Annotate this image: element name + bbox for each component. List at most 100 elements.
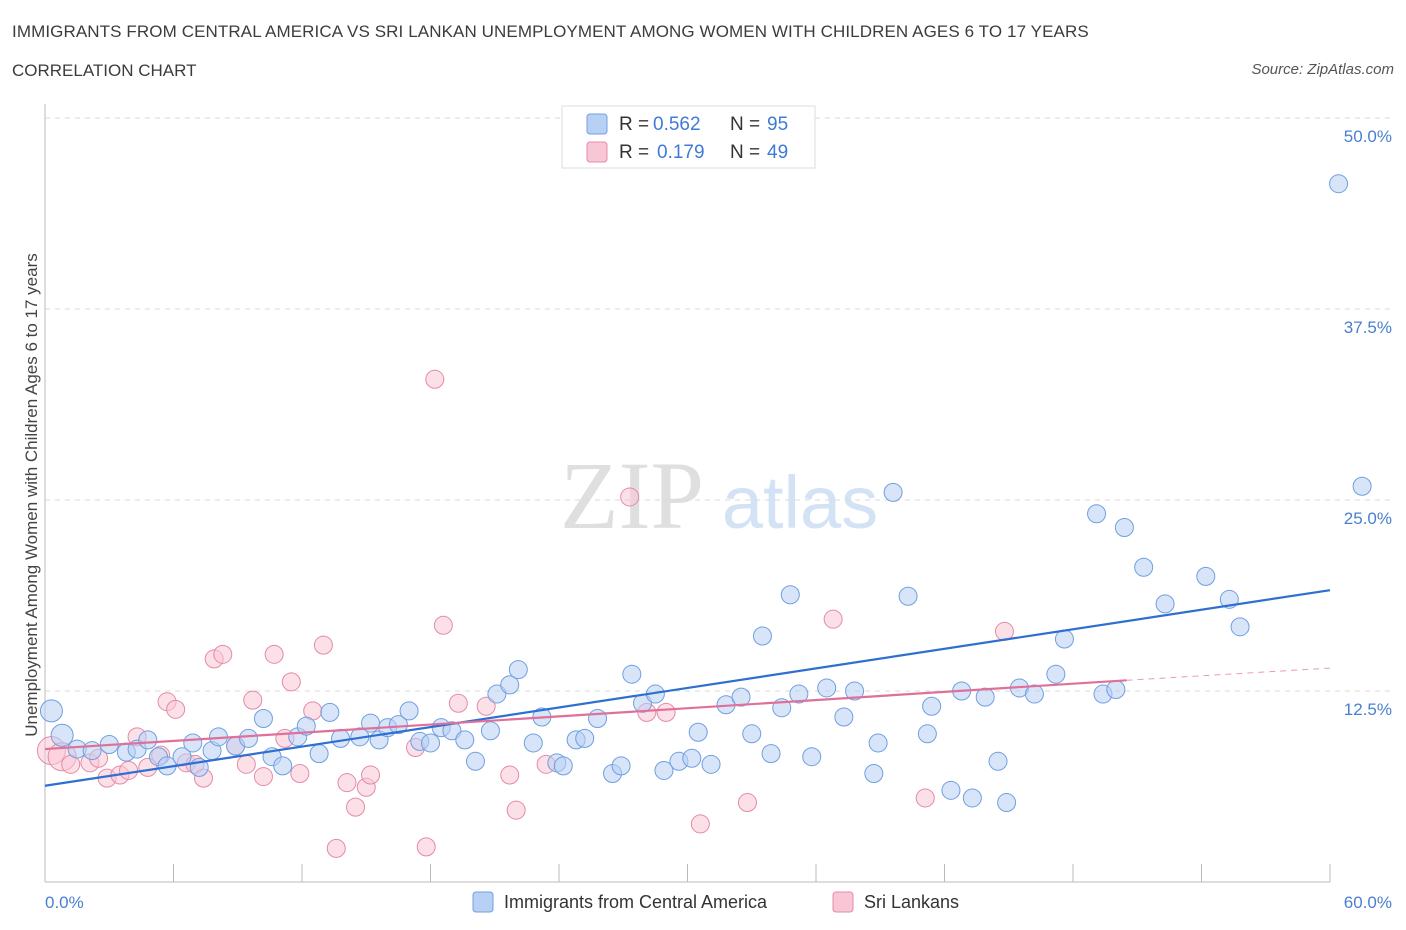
- blue-point: [1046, 664, 1066, 684]
- blue-point: [296, 716, 316, 736]
- pink-point: [433, 615, 453, 635]
- trend-lines: [44, 589, 1331, 787]
- y-tick-label-0: 12.5%: [1344, 700, 1392, 719]
- blue-point: [465, 751, 485, 771]
- blue-point: [399, 701, 419, 721]
- pink-point: [361, 765, 381, 785]
- pink-point: [346, 797, 366, 817]
- blue-point: [898, 586, 918, 606]
- series-legend-label-pink: Sri Lankans: [864, 892, 959, 912]
- blue-point: [1106, 679, 1126, 699]
- pink-point: [281, 672, 301, 692]
- pink-point: [506, 800, 526, 820]
- blue-point: [320, 702, 340, 722]
- blue-point: [238, 728, 258, 748]
- blue-point: [253, 709, 273, 729]
- pink-point: [915, 788, 935, 808]
- pink-point: [119, 760, 139, 780]
- blue-point: [388, 715, 408, 735]
- blue-point: [917, 724, 937, 744]
- pink-n-label: N =: [730, 142, 760, 163]
- blue-point: [39, 699, 63, 723]
- pink-r-value: 0.179: [657, 142, 705, 163]
- source-label: Source: ZipAtlas.com: [1251, 61, 1394, 78]
- blue-point: [962, 788, 982, 808]
- y-tick-label-1: 25.0%: [1344, 509, 1392, 528]
- blue-point: [682, 748, 702, 768]
- blue-point: [50, 723, 74, 747]
- pink-point: [166, 699, 186, 719]
- pink-point: [448, 693, 468, 713]
- blue-point: [868, 733, 888, 753]
- blue-point: [742, 724, 762, 744]
- pink-n-value: 49: [767, 142, 788, 163]
- blue-point: [331, 728, 351, 748]
- blue-point: [731, 687, 751, 707]
- blue-point: [455, 730, 475, 750]
- pink-point: [476, 696, 496, 716]
- blue-point: [82, 741, 102, 761]
- blue-point: [922, 696, 942, 716]
- pink-point: [313, 635, 333, 655]
- blue-point: [1087, 504, 1107, 524]
- pink-point: [690, 814, 710, 834]
- blue-point: [480, 721, 500, 741]
- x-tick-label-0: 0.0%: [45, 893, 84, 912]
- blue-point: [588, 709, 608, 729]
- pink-point: [213, 644, 233, 664]
- chart-subtitle: CORRELATION CHART: [12, 61, 197, 80]
- blue-point: [523, 733, 543, 753]
- blue-point: [622, 664, 642, 684]
- blue-n-value: 95: [767, 114, 788, 135]
- blue-point: [1155, 594, 1175, 614]
- blue-point: [802, 747, 822, 767]
- blue-point: [500, 675, 520, 695]
- blue-point: [1196, 566, 1216, 586]
- blue-point: [701, 754, 721, 774]
- blue-r-label: R =: [619, 114, 649, 135]
- blue-point: [883, 482, 903, 502]
- watermark: ZIP atlas: [560, 442, 878, 549]
- blue-r-value: 0.562: [653, 114, 701, 135]
- pink-point: [823, 609, 843, 629]
- blue-point: [553, 756, 573, 776]
- blue-point: [421, 733, 440, 753]
- blue-point: [845, 681, 865, 701]
- blue-point: [508, 660, 528, 680]
- blue-point: [575, 728, 595, 748]
- pink-point: [425, 369, 445, 389]
- blue-point: [688, 722, 708, 742]
- pink-point: [253, 767, 273, 787]
- blue-point: [997, 793, 1017, 813]
- blue-point: [1024, 684, 1044, 704]
- blue-point: [975, 687, 995, 707]
- pink-point: [290, 764, 310, 784]
- pink-point: [326, 838, 346, 858]
- blue-n-label: N =: [730, 114, 760, 135]
- pink-trend-line: [44, 679, 1127, 751]
- blue-point: [1134, 557, 1154, 577]
- blue-point: [611, 756, 631, 776]
- pink-point: [243, 690, 263, 710]
- blue-point: [1114, 518, 1134, 538]
- blue-point: [761, 744, 781, 764]
- pink-point: [264, 644, 284, 664]
- x-tick-labels: 0.0% 60.0%: [45, 893, 1392, 912]
- blue-trend-line: [44, 589, 1331, 787]
- central-america-points: [39, 174, 1372, 813]
- pink-point: [620, 487, 640, 507]
- series-legend-label-blue: Immigrants from Central America: [504, 892, 768, 912]
- watermark-atlas: atlas: [722, 461, 878, 544]
- blue-legend-swatch: [586, 113, 608, 135]
- gridlines: [45, 117, 1392, 692]
- y-tick-label-2: 37.5%: [1344, 318, 1392, 337]
- blue-point: [183, 733, 203, 753]
- pink-point: [500, 765, 520, 785]
- blue-point: [273, 756, 293, 776]
- pink-point: [737, 793, 757, 813]
- pink-legend-swatch: [586, 141, 608, 163]
- blue-point: [789, 684, 809, 704]
- series-legend-swatch-blue: [472, 891, 494, 913]
- blue-point: [780, 585, 800, 605]
- blue-point: [442, 721, 462, 741]
